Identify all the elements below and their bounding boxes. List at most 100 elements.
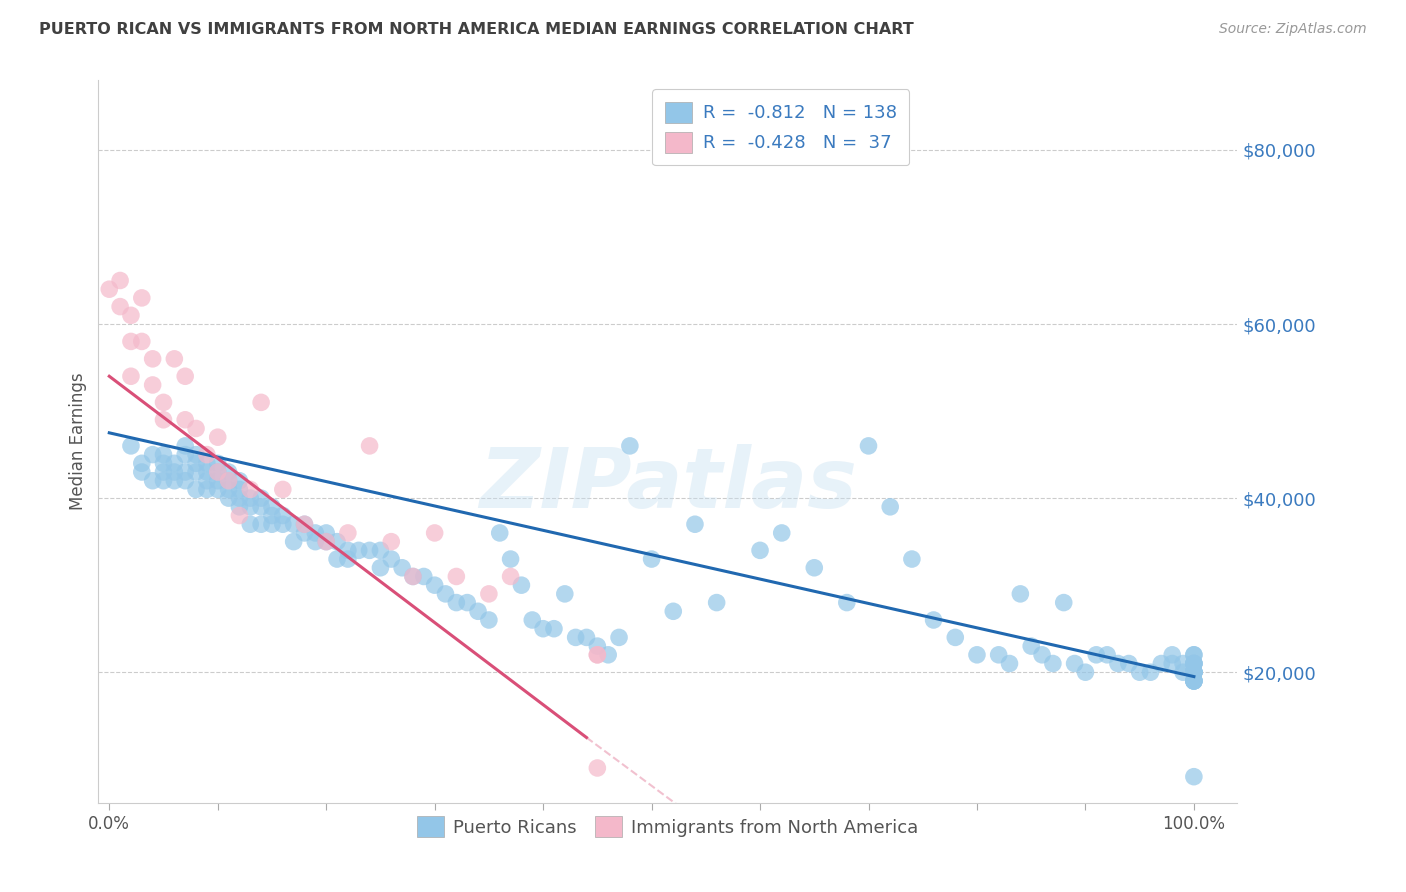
Point: [131, 291, 153, 305]
Point: [1085, 648, 1108, 662]
Point: [770, 525, 793, 540]
Point: [207, 465, 229, 479]
Point: [108, 273, 131, 287]
Point: [228, 474, 250, 488]
Point: [336, 525, 359, 540]
Point: [152, 465, 174, 479]
Point: [1182, 657, 1205, 671]
Point: [586, 648, 609, 662]
Point: [131, 456, 153, 470]
Point: [271, 508, 294, 523]
Point: [174, 448, 197, 462]
Point: [706, 596, 728, 610]
Point: [152, 395, 174, 409]
Point: [499, 569, 522, 583]
Point: [488, 525, 510, 540]
Point: [1139, 665, 1161, 680]
Point: [640, 552, 662, 566]
Point: [294, 517, 316, 532]
Point: [1150, 657, 1173, 671]
Point: [1182, 648, 1205, 662]
Point: [1053, 596, 1076, 610]
Point: [195, 483, 218, 497]
Point: [998, 657, 1021, 671]
Point: [359, 543, 381, 558]
Point: [250, 395, 273, 409]
Point: [326, 534, 349, 549]
Point: [184, 456, 207, 470]
Point: [1161, 648, 1184, 662]
Point: [1031, 648, 1053, 662]
Point: [359, 439, 381, 453]
Point: [1171, 657, 1194, 671]
Point: [478, 613, 501, 627]
Point: [228, 491, 250, 505]
Point: [174, 439, 197, 453]
Point: [858, 439, 880, 453]
Point: [336, 543, 359, 558]
Point: [598, 648, 620, 662]
Point: [163, 474, 186, 488]
Point: [120, 369, 142, 384]
Point: [835, 596, 858, 610]
Point: [120, 334, 142, 349]
Point: [1095, 648, 1118, 662]
Point: [966, 648, 988, 662]
Point: [260, 517, 283, 532]
Point: [423, 525, 446, 540]
Point: [163, 456, 186, 470]
Point: [207, 456, 229, 470]
Point: [228, 508, 250, 523]
Point: [499, 552, 522, 566]
Point: [163, 351, 186, 366]
Point: [294, 525, 316, 540]
Point: [456, 596, 478, 610]
Point: [943, 631, 966, 645]
Point: [131, 334, 153, 349]
Point: [271, 517, 294, 532]
Text: Source: ZipAtlas.com: Source: ZipAtlas.com: [1219, 22, 1367, 37]
Point: [239, 500, 262, 514]
Point: [522, 613, 544, 627]
Point: [336, 552, 359, 566]
Point: [1118, 657, 1140, 671]
Point: [315, 525, 337, 540]
Point: [446, 596, 468, 610]
Point: [901, 552, 924, 566]
Point: [152, 456, 174, 470]
Point: [554, 587, 576, 601]
Point: [1182, 665, 1205, 680]
Point: [391, 561, 413, 575]
Point: [586, 648, 609, 662]
Point: [1182, 665, 1205, 680]
Point: [1182, 665, 1205, 680]
Point: [260, 508, 283, 523]
Point: [174, 413, 197, 427]
Point: [607, 631, 630, 645]
Point: [1171, 665, 1194, 680]
Point: [1182, 665, 1205, 680]
Point: [163, 465, 186, 479]
Point: [412, 569, 434, 583]
Point: [228, 500, 250, 514]
Point: [402, 569, 425, 583]
Point: [174, 465, 197, 479]
Point: [294, 517, 316, 532]
Point: [446, 569, 468, 583]
Point: [1182, 673, 1205, 688]
Point: [131, 465, 153, 479]
Point: [1182, 770, 1205, 784]
Point: [120, 439, 142, 453]
Y-axis label: Median Earnings: Median Earnings: [69, 373, 87, 510]
Point: [239, 483, 262, 497]
Point: [619, 439, 641, 453]
Point: [207, 430, 229, 444]
Point: [195, 448, 218, 462]
Point: [218, 465, 240, 479]
Point: [370, 561, 392, 575]
Point: [326, 552, 349, 566]
Point: [184, 421, 207, 435]
Point: [380, 534, 402, 549]
Point: [586, 639, 609, 653]
Point: [879, 500, 901, 514]
